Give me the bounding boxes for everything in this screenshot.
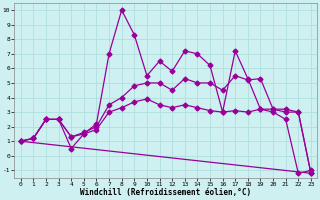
- X-axis label: Windchill (Refroidissement éolien,°C): Windchill (Refroidissement éolien,°C): [80, 188, 252, 197]
